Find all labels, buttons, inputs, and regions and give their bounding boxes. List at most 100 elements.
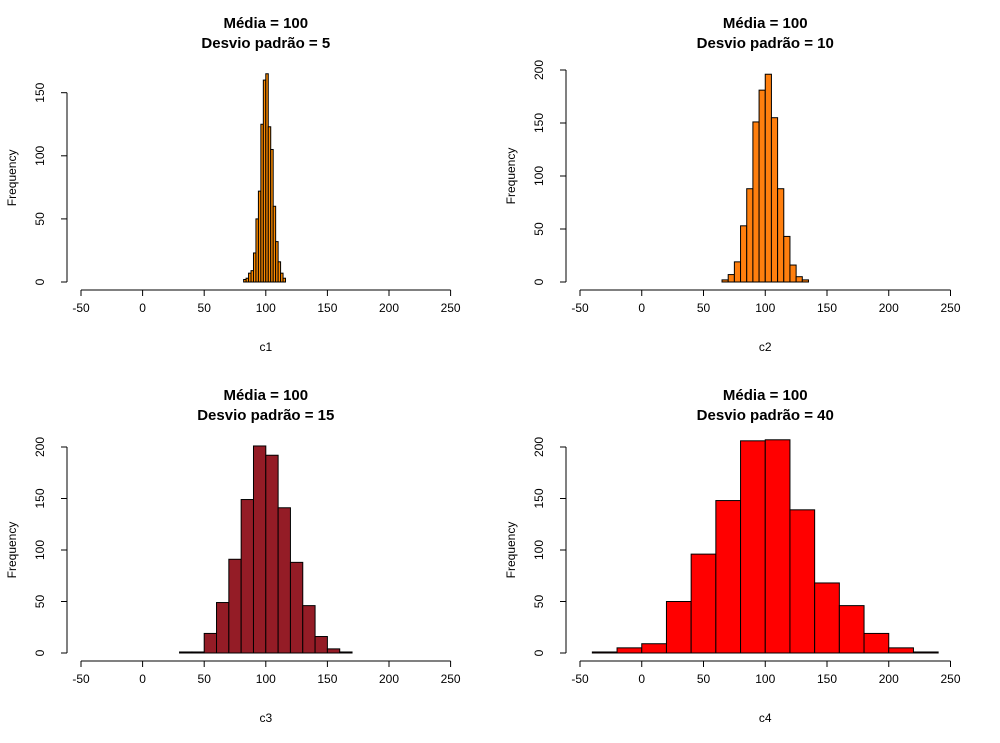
histogram-bar [179, 651, 193, 654]
x-tick-label: 250 [441, 672, 461, 686]
histogram-panel-2: Média = 100 Desvio padrão = 10 -50 0 50 100 15… [504, 15, 961, 354]
y-tick-label: 150 [33, 82, 47, 102]
histogram-bar [721, 279, 729, 283]
histogram-bar [665, 601, 692, 654]
chart-title-line1: Média = 100 [723, 15, 808, 32]
y-tick-label: 50 [33, 212, 47, 226]
chart-title-line1: Média = 100 [223, 15, 308, 32]
x-tick-label: 50 [198, 672, 212, 686]
y-tick-label: 0 [33, 649, 47, 656]
histogram-bar [314, 636, 328, 654]
x-tick-label: 100 [755, 672, 775, 686]
x-tick-label: -50 [571, 301, 589, 315]
y-tick-label: 100 [532, 166, 546, 186]
histogram-bar [727, 274, 735, 283]
y-tick-label: 50 [33, 595, 47, 609]
y-axis-label: Frequency [5, 522, 19, 579]
histogram-bar [252, 445, 267, 654]
x-tick-label: 0 [638, 301, 645, 315]
histogram-bar [888, 647, 914, 654]
x-tick-label: 0 [638, 672, 645, 686]
chart-title-line1: Média = 100 [723, 387, 808, 404]
histogram-panel-1: Média = 100 Desvio padrão = 5 -50 0 50 100 150… [5, 15, 461, 354]
histogram-panel-4: Média = 100 Desvio padrão = 40 -50 0 50 100 15… [504, 387, 961, 725]
x-tick-label: -50 [72, 301, 90, 315]
x-tick-label: 200 [879, 301, 899, 315]
histogram-bar [216, 602, 230, 654]
y-tick-label: 150 [532, 488, 546, 508]
histogram-bar [616, 647, 643, 654]
histogram-bar [770, 117, 779, 283]
histogram-bar [740, 225, 748, 283]
histogram-bar [912, 651, 939, 654]
y-tick-label: 150 [532, 113, 546, 133]
histogram-bar [690, 553, 717, 654]
histogram-bar [282, 277, 287, 283]
x-axis-label: c1 [259, 340, 272, 354]
histogram-bar [277, 261, 282, 283]
histogram-bar [783, 235, 791, 283]
histogram-bar [265, 454, 279, 654]
histogram-bar [326, 648, 341, 654]
x-tick-label: 200 [379, 672, 399, 686]
histogram-bar [789, 264, 797, 283]
y-tick-label: 0 [532, 278, 546, 285]
x-tick-label: 50 [198, 301, 212, 315]
x-tick-label: -50 [72, 672, 90, 686]
y-tick-label: 50 [532, 222, 546, 236]
histogram-panel-3: Média = 100 Desvio padrão = 15 -50 0 50 100 15… [5, 387, 461, 725]
histogram-bar [740, 440, 766, 654]
chart-title-line2: Desvio padrão = 40 [697, 407, 834, 424]
histogram-bar [203, 632, 218, 654]
histogram-bar [764, 439, 791, 654]
x-tick-label: 150 [317, 301, 337, 315]
histogram-bar [777, 188, 785, 283]
histogram-bar [814, 582, 840, 654]
x-tick-label: 250 [940, 672, 960, 686]
histogram-bar [801, 279, 809, 283]
x-tick-label: 250 [940, 301, 960, 315]
chart-title-line1: Média = 100 [223, 387, 308, 404]
y-tick-label: 100 [33, 540, 47, 560]
x-tick-label: 100 [256, 672, 276, 686]
histogram-bar [277, 507, 291, 654]
y-tick-label: 150 [33, 488, 47, 508]
y-tick-label: 200 [532, 437, 546, 457]
y-tick-label: 100 [33, 145, 47, 165]
histogram-bar [764, 73, 772, 283]
histogram-bar [795, 276, 803, 283]
x-tick-label: -50 [571, 672, 589, 686]
x-tick-label: 0 [139, 672, 146, 686]
histogram-bar [641, 643, 667, 654]
chart-title-line2: Desvio padrão = 10 [697, 35, 834, 52]
histogram-bar [280, 272, 284, 283]
chart-title-line2: Desvio padrão = 5 [201, 35, 330, 52]
x-axis-label: c4 [759, 711, 772, 725]
x-tick-label: 200 [379, 301, 399, 315]
y-tick-label: 50 [532, 595, 546, 609]
x-tick-label: 250 [441, 301, 461, 315]
histogram-bar [289, 561, 304, 654]
y-tick-label: 100 [532, 540, 546, 560]
x-tick-label: 100 [256, 301, 276, 315]
histogram-bar [758, 89, 766, 283]
y-tick-label: 200 [532, 60, 546, 80]
histogram-bar [302, 605, 316, 654]
x-tick-label: 0 [139, 301, 146, 315]
histogram-bar [752, 121, 760, 283]
histogram-bar [838, 605, 865, 654]
y-tick-label: 0 [33, 278, 47, 285]
chart-title-line2: Desvio padrão = 15 [197, 407, 334, 424]
x-tick-label: 150 [817, 672, 837, 686]
histogram-bar [228, 558, 242, 654]
y-axis-label: Frequency [504, 522, 518, 579]
histogram-bar [240, 499, 254, 654]
histogram-bar [733, 261, 742, 283]
y-tick-label: 0 [532, 649, 546, 656]
x-tick-label: 50 [697, 301, 711, 315]
y-axis-label: Frequency [504, 148, 518, 205]
histogram-bar [746, 188, 754, 283]
y-axis-label: Frequency [5, 150, 19, 207]
histogram-bar [715, 500, 742, 654]
